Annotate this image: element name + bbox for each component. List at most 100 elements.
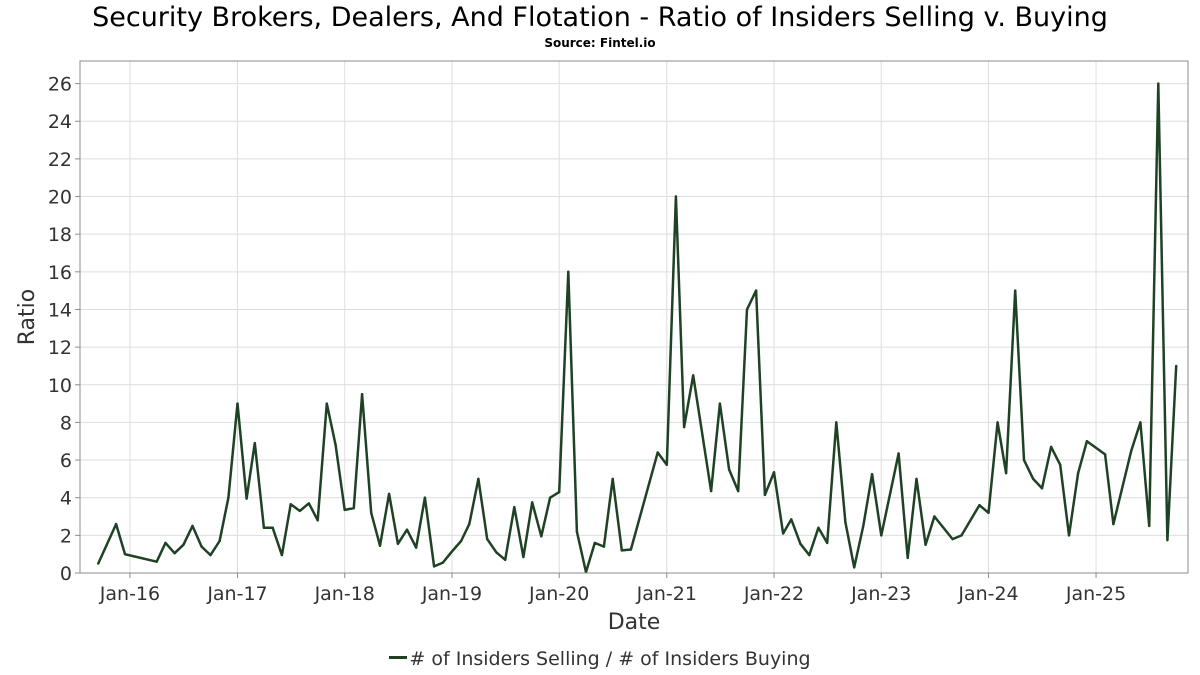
data-point xyxy=(459,539,463,543)
data-point xyxy=(978,504,981,507)
data-point xyxy=(468,522,471,526)
data-point xyxy=(271,526,274,529)
data-point xyxy=(486,537,489,541)
data-point xyxy=(360,393,364,396)
legend-swatch xyxy=(389,656,408,659)
y-axis-title: Ratio xyxy=(15,289,40,345)
data-point xyxy=(441,561,445,564)
chart-subtitle: Source: Fintel.io xyxy=(544,36,656,50)
series-line xyxy=(97,82,1178,574)
data-point xyxy=(880,534,883,537)
y-tick-label: 18 xyxy=(48,224,72,246)
data-point xyxy=(844,521,847,524)
x-tick-label: Jan-21 xyxy=(636,583,697,605)
y-tick-label: 10 xyxy=(48,375,72,397)
x-axis: Jan-16 Jan-17 Jan-18 Jan-19 Jan-20 Jan-21 Jan-… xyxy=(99,573,1126,605)
data-point xyxy=(709,489,713,493)
data-point xyxy=(387,492,391,496)
data-point xyxy=(611,477,614,481)
data-point xyxy=(745,308,749,311)
data-point xyxy=(897,452,900,455)
x-axis-title: Date xyxy=(608,610,661,635)
data-point xyxy=(280,553,284,557)
data-point xyxy=(593,541,596,545)
data-point xyxy=(629,548,633,551)
y-tick-label: 26 xyxy=(48,74,72,96)
data-point xyxy=(1076,472,1080,475)
data-point xyxy=(343,508,346,512)
data-point xyxy=(227,496,230,499)
data-point xyxy=(182,543,185,546)
data-point xyxy=(236,402,239,405)
y-tick-label: 8 xyxy=(60,412,72,434)
data-point xyxy=(1067,534,1071,537)
data-point xyxy=(540,535,543,538)
data-point xyxy=(316,519,319,522)
data-point xyxy=(218,539,221,543)
data-point xyxy=(853,566,856,569)
data-point xyxy=(781,532,785,535)
data-point xyxy=(164,541,167,545)
data-point xyxy=(495,551,498,554)
data-point xyxy=(808,553,811,557)
data-point xyxy=(307,502,311,505)
data-point xyxy=(1004,472,1008,475)
data-point xyxy=(450,550,454,553)
x-tick-label: Jan-18 xyxy=(314,583,375,605)
data-point xyxy=(1032,477,1035,481)
data-point xyxy=(960,534,963,537)
data-point xyxy=(548,496,552,499)
data-point xyxy=(432,565,436,568)
data-point xyxy=(567,270,570,273)
x-tick-label: Jan-16 xyxy=(99,583,160,605)
data-point xyxy=(97,562,100,565)
data-point xyxy=(1022,458,1026,462)
y-tick-label: 0 xyxy=(60,563,72,585)
y-tick-label: 20 xyxy=(48,187,72,209)
data-point xyxy=(763,493,767,497)
data-point xyxy=(620,549,623,552)
data-point xyxy=(298,509,301,513)
data-point xyxy=(727,468,731,471)
data-point xyxy=(575,530,579,533)
data-point xyxy=(951,537,954,541)
x-tick-label: Jan-22 xyxy=(743,583,804,605)
plot-area xyxy=(80,61,1188,573)
data-point xyxy=(334,443,337,447)
grid xyxy=(80,61,1188,574)
data-point xyxy=(191,524,194,528)
data-point xyxy=(1148,524,1151,528)
data-point xyxy=(1085,440,1089,443)
data-point xyxy=(718,402,722,405)
legend: # of Insiders Selling / # of Insiders Bu… xyxy=(0,648,1200,670)
data-point xyxy=(123,553,127,556)
data-point xyxy=(656,451,659,454)
data-point xyxy=(370,511,373,514)
data-point xyxy=(504,558,507,561)
chart-title: Security Brokers, Dealers, And Flotation… xyxy=(92,2,1108,33)
data-point xyxy=(405,528,409,531)
data-point xyxy=(826,541,829,545)
data-point xyxy=(1103,453,1107,456)
x-tick-label: Jan-19 xyxy=(421,583,482,605)
data-point xyxy=(155,560,158,563)
data-point xyxy=(674,195,678,198)
data-point xyxy=(396,542,400,545)
data-point xyxy=(682,425,686,429)
data-point xyxy=(602,545,606,548)
data-point xyxy=(737,489,740,493)
data-point xyxy=(1112,522,1115,526)
data-point xyxy=(906,556,909,560)
data-point xyxy=(870,473,874,476)
data-point xyxy=(987,511,990,514)
data-point xyxy=(200,545,203,548)
data-point xyxy=(352,506,355,510)
data-point xyxy=(915,477,918,481)
data-point xyxy=(477,477,480,481)
y-tick-label: 2 xyxy=(60,525,72,547)
data-point xyxy=(1175,364,1178,368)
data-point xyxy=(817,526,820,529)
x-tick-label: Jan-17 xyxy=(206,583,267,605)
y-tick-label: 16 xyxy=(48,262,72,284)
